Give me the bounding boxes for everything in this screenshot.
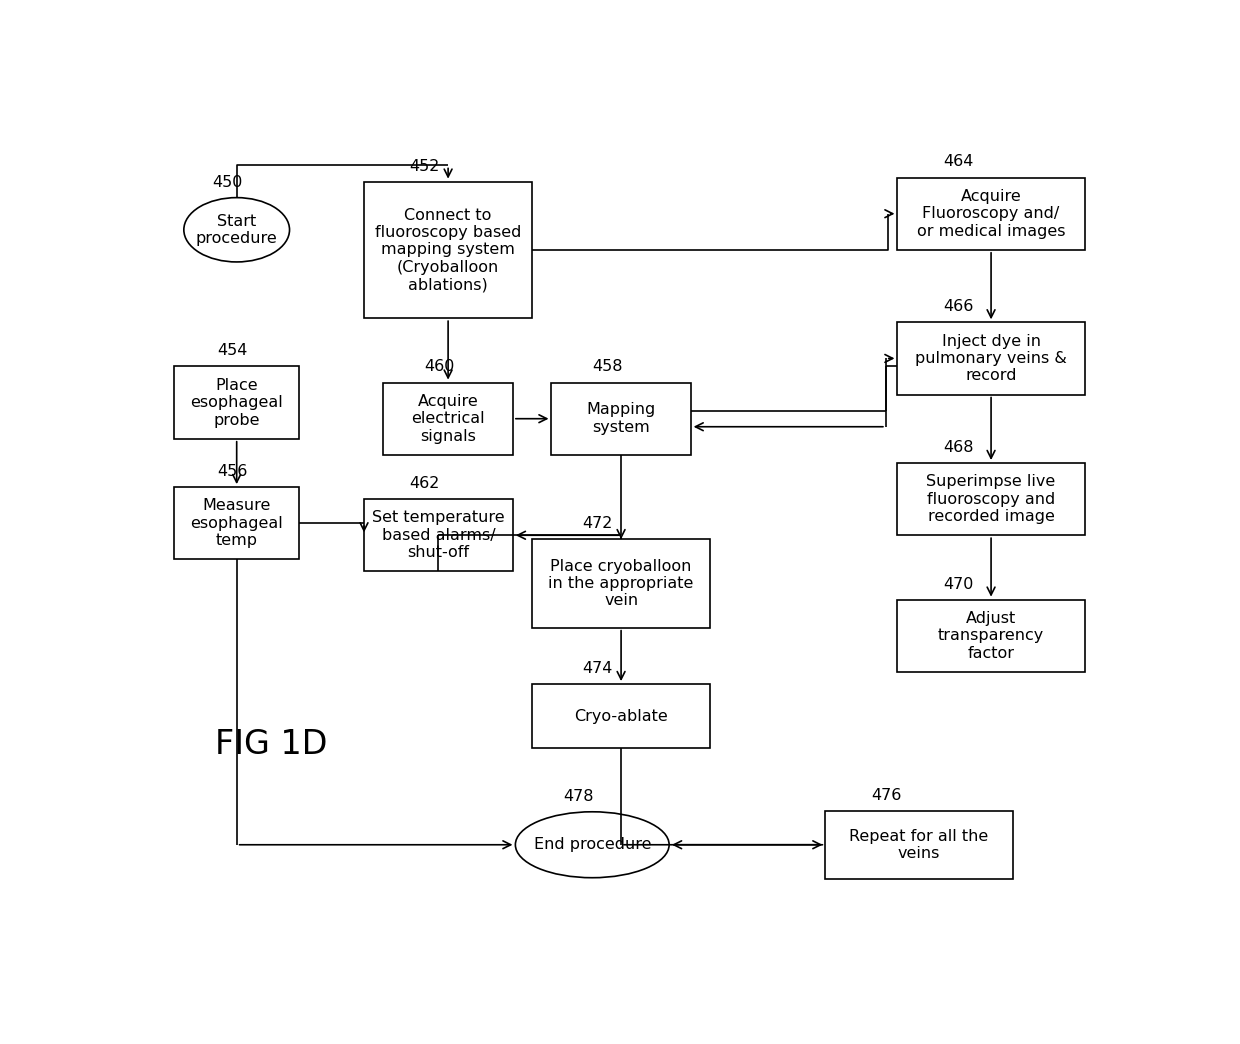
Text: Repeat for all the
veins: Repeat for all the veins bbox=[849, 829, 988, 861]
Text: 474: 474 bbox=[583, 661, 613, 675]
Text: Start
procedure: Start procedure bbox=[196, 214, 278, 246]
Text: 466: 466 bbox=[942, 300, 973, 314]
Text: Inject dye in
pulmonary veins &
record: Inject dye in pulmonary veins & record bbox=[915, 333, 1066, 383]
Text: 468: 468 bbox=[942, 440, 973, 455]
Text: End procedure: End procedure bbox=[533, 837, 651, 852]
Text: 456: 456 bbox=[217, 464, 248, 479]
Text: Connect to
fluoroscopy based
mapping system
(Cryoballoon
ablations): Connect to fluoroscopy based mapping sys… bbox=[374, 208, 521, 292]
Text: 470: 470 bbox=[942, 576, 973, 592]
Text: 454: 454 bbox=[217, 343, 248, 358]
Text: 450: 450 bbox=[213, 174, 243, 190]
Text: 462: 462 bbox=[409, 476, 440, 491]
Text: 472: 472 bbox=[583, 516, 613, 531]
Text: Superimpse live
fluoroscopy and
recorded image: Superimpse live fluoroscopy and recorded… bbox=[926, 474, 1055, 524]
Text: 476: 476 bbox=[870, 787, 901, 803]
Text: 478: 478 bbox=[563, 789, 594, 804]
Text: Mapping
system: Mapping system bbox=[587, 403, 656, 435]
Text: Place cryoballoon
in the appropriate
vein: Place cryoballoon in the appropriate vei… bbox=[548, 559, 693, 609]
Text: 452: 452 bbox=[409, 159, 440, 173]
Text: 464: 464 bbox=[942, 155, 973, 169]
Text: Measure
esophageal
temp: Measure esophageal temp bbox=[190, 498, 283, 548]
Text: Acquire
Fluoroscopy and/
or medical images: Acquire Fluoroscopy and/ or medical imag… bbox=[916, 189, 1065, 239]
Text: 460: 460 bbox=[424, 359, 454, 375]
Text: Acquire
electrical
signals: Acquire electrical signals bbox=[412, 394, 485, 444]
Text: 458: 458 bbox=[593, 359, 622, 375]
Text: FIG 1D: FIG 1D bbox=[215, 728, 327, 761]
Text: Adjust
transparency
factor: Adjust transparency factor bbox=[937, 611, 1044, 661]
Text: Set temperature
based alarms/
shut-off: Set temperature based alarms/ shut-off bbox=[372, 511, 505, 561]
Text: Place
esophageal
probe: Place esophageal probe bbox=[190, 378, 283, 428]
Text: Cryo-ablate: Cryo-ablate bbox=[574, 709, 668, 723]
